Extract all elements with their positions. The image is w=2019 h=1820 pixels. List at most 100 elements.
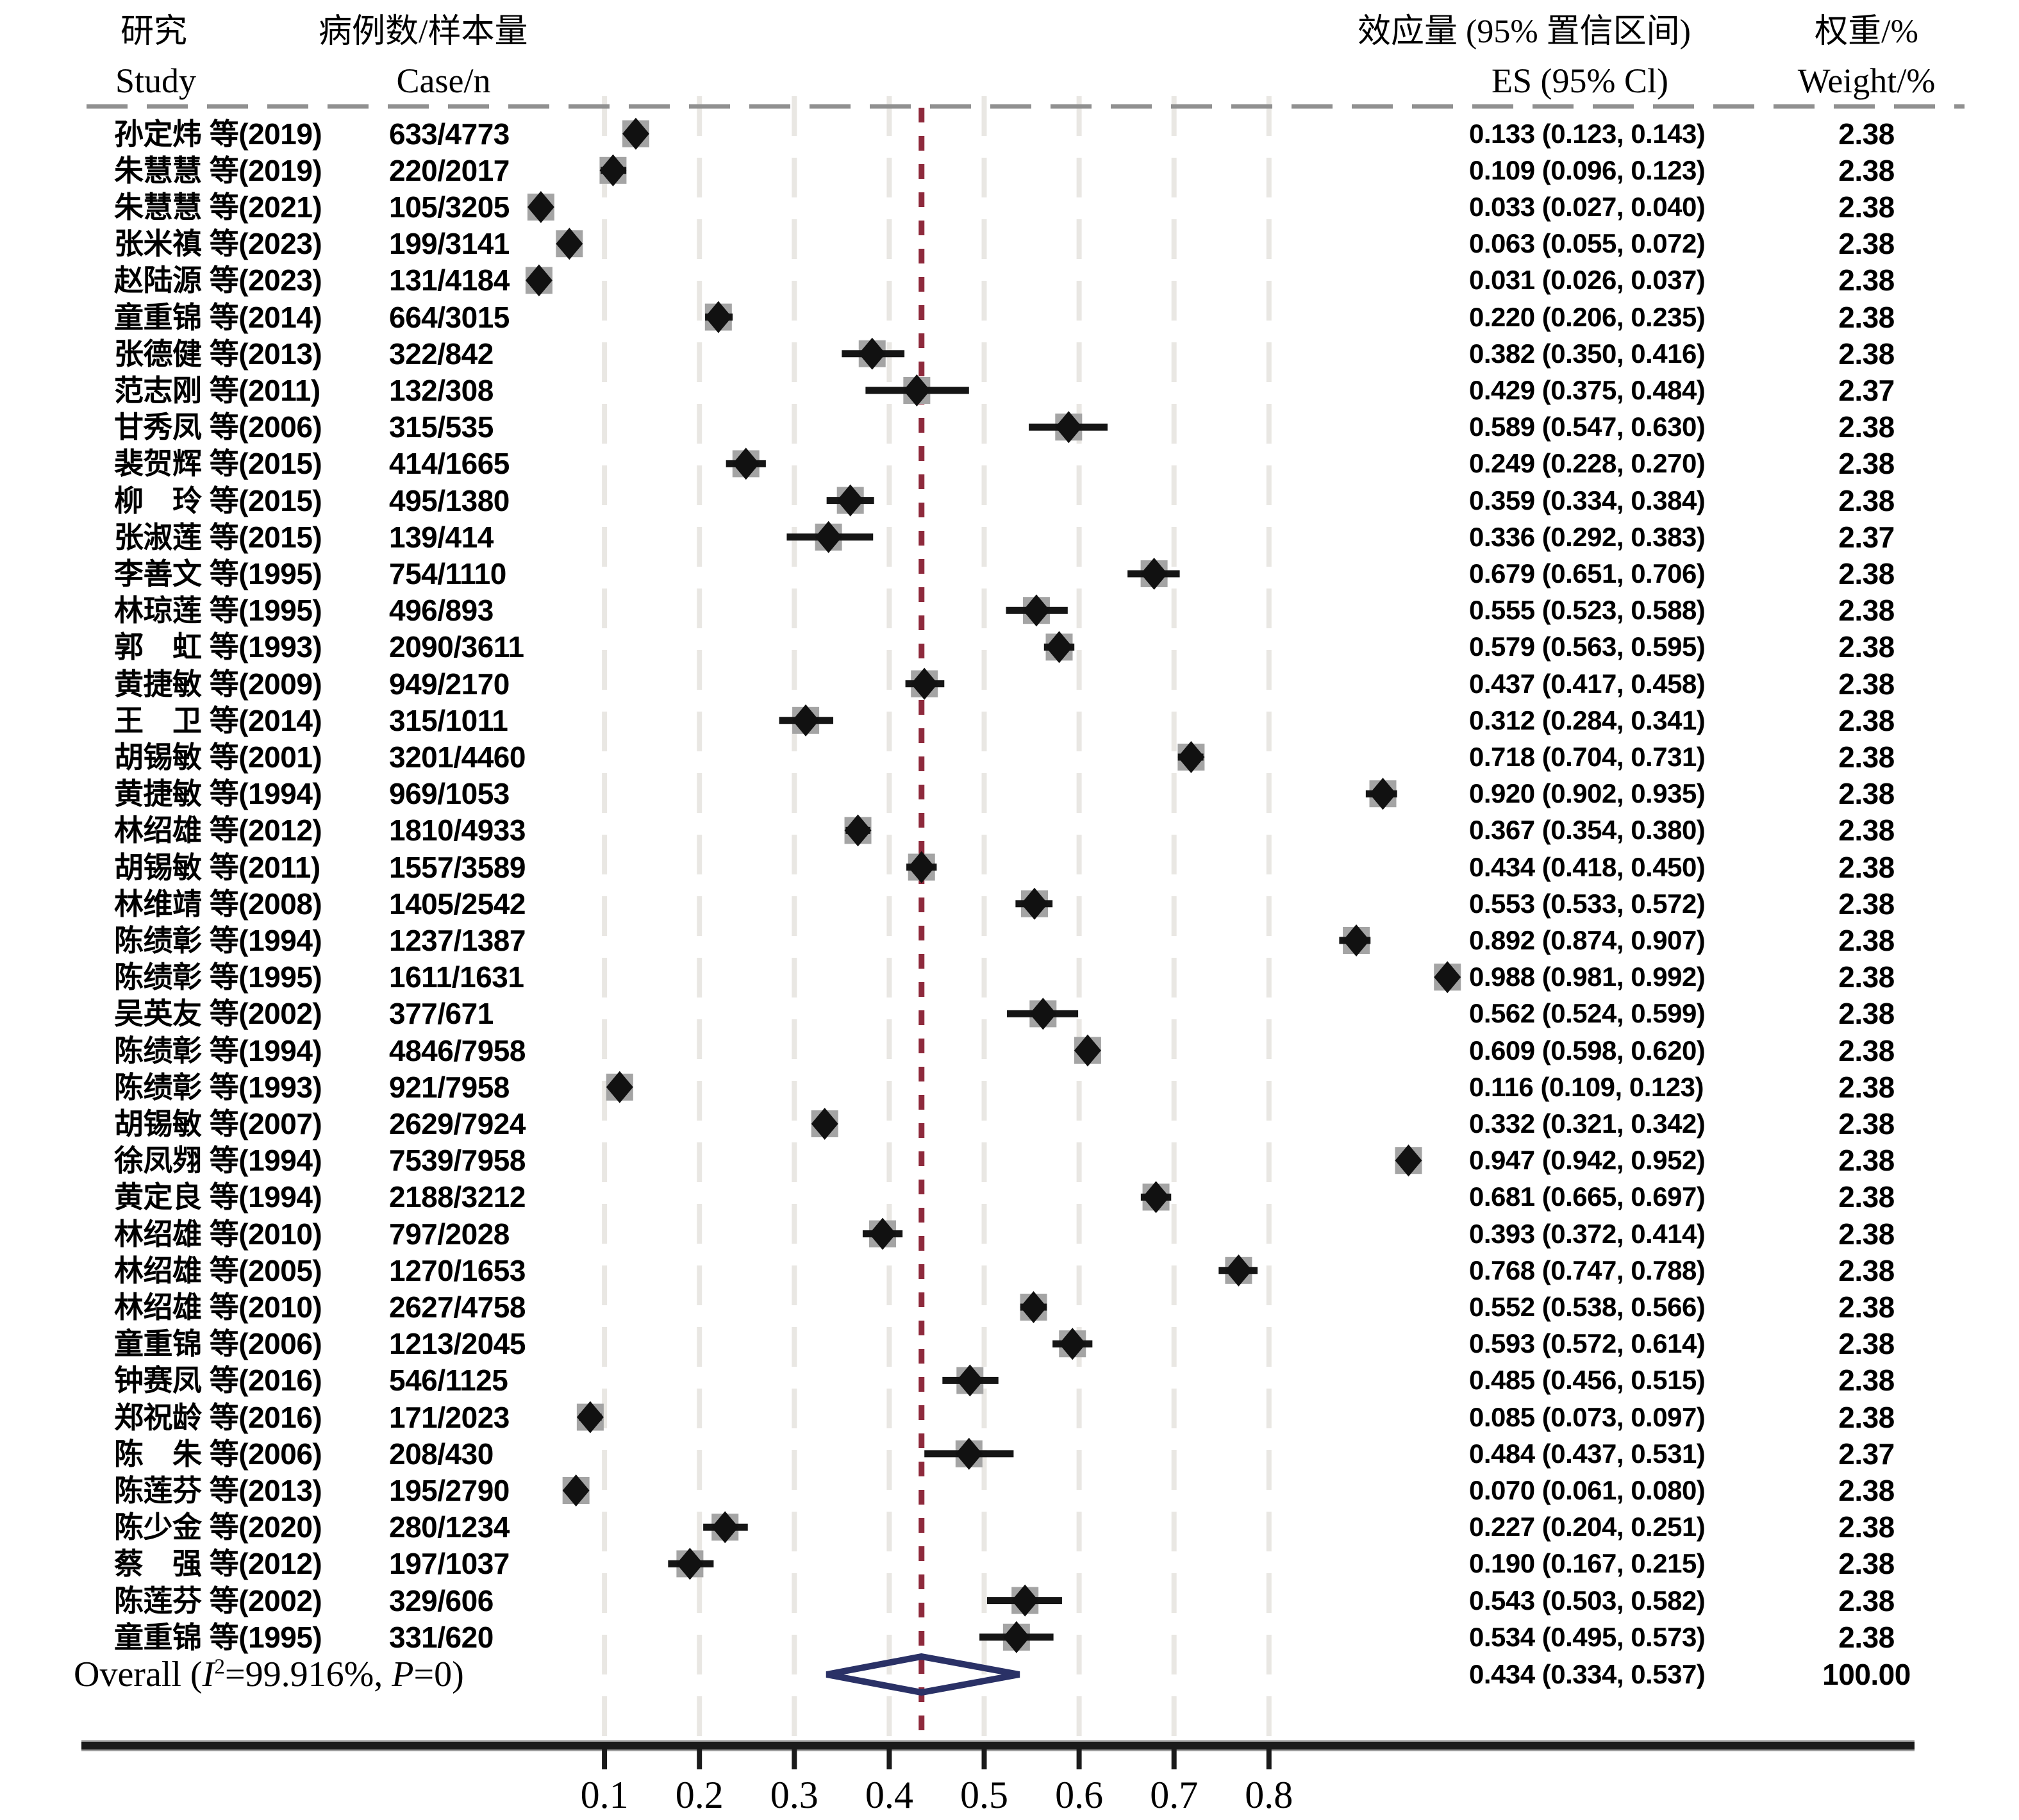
header-es-en: ES (95% Cl) <box>1491 62 1668 100</box>
case-count: 2629/7924 <box>389 1107 526 1140</box>
es-ci-label: 0.555 (0.523, 0.588) <box>1469 595 1706 626</box>
es-ci-label: 0.220 (0.206, 0.235) <box>1469 301 1706 332</box>
es-ci-label: 0.367 (0.354, 0.380) <box>1469 815 1706 846</box>
study-label: 徐凤翙 等(1994) <box>114 1144 322 1178</box>
point-diamond <box>1020 1291 1047 1323</box>
weight-value: 2.38 <box>1838 1217 1895 1251</box>
case-count: 2090/3611 <box>389 630 524 664</box>
point-diamond <box>1177 741 1205 773</box>
weight-value: 2.38 <box>1838 1033 1895 1067</box>
es-ci-label: 0.434 (0.418, 0.450) <box>1469 851 1706 882</box>
weight-value: 2.38 <box>1838 667 1895 701</box>
case-count: 921/7958 <box>389 1070 510 1104</box>
case-count: 495/1380 <box>389 483 510 517</box>
case-count: 4846/7958 <box>389 1033 526 1067</box>
case-count: 1557/3589 <box>389 850 526 884</box>
case-count: 132/308 <box>389 374 494 407</box>
header-weight-zh: 权重/% <box>1815 13 1918 50</box>
point-diamond <box>527 191 554 223</box>
case-count: 949/2170 <box>389 667 510 701</box>
study-label: 朱慧慧 等(2021) <box>114 190 322 224</box>
study-label: 甘秀凤 等(2006) <box>114 410 322 444</box>
overall-weight-value: 100.00 <box>1822 1658 1911 1691</box>
point-diamond <box>869 1217 897 1250</box>
header-study-zh: 研究 <box>120 13 188 50</box>
case-count: 546/1125 <box>389 1364 508 1398</box>
point-diamond <box>811 1108 838 1140</box>
case-count: 969/1053 <box>389 777 510 811</box>
es-ci-label: 0.947 (0.942, 0.952) <box>1469 1145 1706 1176</box>
weight-value: 2.38 <box>1838 1180 1895 1214</box>
point-diamond <box>1020 887 1048 920</box>
x-tick-label: 0.3 <box>770 1774 818 1816</box>
es-ci-label: 0.534 (0.495, 0.573) <box>1469 1621 1706 1652</box>
case-count: 315/535 <box>389 410 494 444</box>
weight-value: 2.38 <box>1838 814 1895 847</box>
point-diamond <box>599 154 627 187</box>
es-ci-label: 0.562 (0.524, 0.599) <box>1469 998 1706 1029</box>
point-diamond <box>815 521 842 553</box>
es-ci-label: 0.543 (0.503, 0.582) <box>1469 1585 1706 1615</box>
weight-value: 2.38 <box>1838 1327 1895 1361</box>
es-ci-label: 0.920 (0.902, 0.935) <box>1469 778 1706 809</box>
study-label: 裴贺辉 等(2015) <box>114 447 322 481</box>
point-diamond <box>1059 1328 1086 1360</box>
study-label: 陈 朱 等(2006) <box>114 1437 322 1471</box>
point-diamond <box>1140 558 1168 590</box>
header-es-zh: 效应量 (95% 置信区间) <box>1358 13 1691 50</box>
weight-value: 2.38 <box>1838 1070 1895 1104</box>
overall-label: Overall (I2=99.916%, P=0) <box>74 1654 464 1695</box>
es-ci-label: 0.312 (0.284, 0.341) <box>1469 705 1706 735</box>
weight-value: 2.38 <box>1838 1253 1895 1287</box>
study-label: 林绍雄 等(2005) <box>114 1253 322 1287</box>
point-diamond <box>576 1401 604 1433</box>
weight-value: 2.38 <box>1838 703 1895 737</box>
point-diamond <box>1011 1584 1039 1617</box>
study-label: 郑祝龄 等(2016) <box>114 1400 322 1434</box>
study-label: 林维靖 等(2008) <box>114 887 322 921</box>
header-case-en: Case/n <box>396 62 491 100</box>
weight-value: 2.38 <box>1838 117 1895 151</box>
study-label: 林绍雄 等(2012) <box>114 814 322 847</box>
overall-es-ci-label: 0.434 (0.334, 0.537) <box>1469 1659 1706 1689</box>
weight-value: 2.38 <box>1838 1290 1895 1324</box>
x-tick-label: 0.5 <box>960 1774 1008 1816</box>
case-count: 754/1110 <box>389 557 506 590</box>
es-ci-label: 0.227 (0.204, 0.251) <box>1469 1512 1706 1542</box>
x-tick-label: 0.6 <box>1055 1774 1103 1816</box>
weight-value: 2.37 <box>1838 1437 1895 1471</box>
case-count: 220/2017 <box>389 153 510 187</box>
weight-value: 2.38 <box>1838 850 1895 884</box>
es-ci-label: 0.085 (0.073, 0.097) <box>1469 1401 1706 1432</box>
es-ci-label: 0.681 (0.665, 0.697) <box>1469 1181 1706 1212</box>
study-label: 黄捷敏 等(2009) <box>114 667 322 701</box>
es-ci-label: 0.133 (0.123, 0.143) <box>1469 118 1706 149</box>
weight-value: 2.38 <box>1838 1583 1895 1617</box>
weight-value: 2.38 <box>1838 153 1895 187</box>
study-label: 黄捷敏 等(1994) <box>114 777 322 811</box>
point-diamond <box>1074 1034 1101 1067</box>
es-ci-label: 0.116 (0.109, 0.123) <box>1469 1071 1704 1102</box>
es-ci-label: 0.892 (0.874, 0.907) <box>1469 925 1706 955</box>
study-label: 童重锦 等(1995) <box>114 1620 322 1654</box>
es-ci-label: 0.031 (0.026, 0.037) <box>1469 265 1706 296</box>
es-ci-label: 0.249 (0.228, 0.270) <box>1469 448 1706 479</box>
point-diamond <box>836 484 864 517</box>
case-count: 331/620 <box>389 1620 494 1654</box>
weight-value: 2.38 <box>1838 1144 1895 1178</box>
point-diamond <box>711 1511 739 1544</box>
weight-value: 2.38 <box>1838 1547 1895 1581</box>
weight-value: 2.38 <box>1838 997 1895 1031</box>
point-diamond <box>622 117 649 150</box>
point-diamond <box>732 447 760 480</box>
es-ci-label: 0.033 (0.027, 0.040) <box>1469 192 1706 222</box>
case-count: 414/1665 <box>389 447 510 481</box>
point-diamond <box>956 1364 984 1397</box>
weight-value: 2.38 <box>1838 447 1895 481</box>
es-ci-label: 0.336 (0.292, 0.383) <box>1469 521 1706 552</box>
case-count: 315/1011 <box>389 703 508 737</box>
es-ci-label: 0.609 (0.598, 0.620) <box>1469 1035 1706 1065</box>
header-weight-en: Weight/% <box>1797 62 1936 100</box>
weight-value: 2.38 <box>1838 777 1895 811</box>
x-tick-label: 0.8 <box>1245 1774 1293 1816</box>
